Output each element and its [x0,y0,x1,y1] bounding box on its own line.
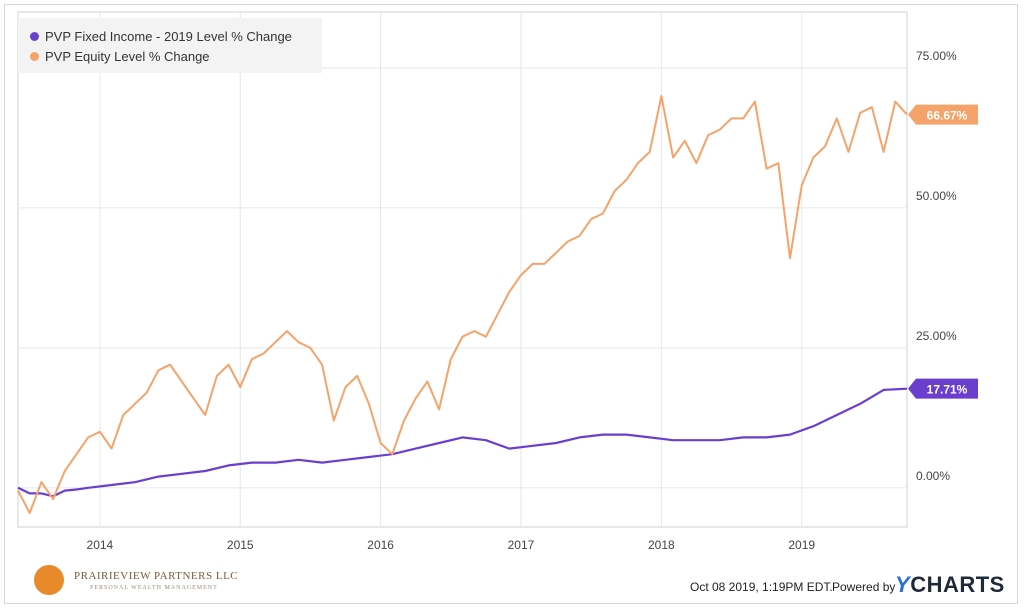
y-tick-label: 75.00% [916,49,957,63]
legend-label-fixed-income: PVP Fixed Income - 2019 Level % Change [45,28,292,44]
x-tick-label: 2014 [87,538,114,552]
equity-end-label: 66.67% [927,109,968,123]
x-tick-label: 2016 [367,538,394,552]
logo-subtext: PERSONAL WEALTH MANAGEMENT [90,585,218,591]
legend-label-equity: PVP Equity Level % Change [45,48,210,64]
timestamp: Oct 08 2019, 1:19PM EDT. [690,580,833,594]
ycharts-brand-y: Y [895,572,911,597]
fixed-income-end-badge [908,378,978,399]
x-tick-label: 2015 [227,538,254,552]
legend-dot-equity [30,51,39,61]
logo-text: PRAIRIEVIEW PARTNERS LLC [74,570,239,582]
y-tick-label: 50.00% [916,189,957,203]
y-tick-label: 0.00% [916,469,950,483]
equity-end-badge [908,104,978,125]
ycharts-brand[interactable]: YCHARTS [895,572,1005,598]
chart-frame [4,4,1018,604]
x-tick-label: 2019 [788,538,815,552]
fixed-income-end-label: 17.71% [927,383,968,397]
legend-dot-fixed-income [30,31,39,41]
legend-item-fixed-income[interactable]: PVP Fixed Income - 2019 Level % Change [30,26,292,46]
powered-by-text: Powered by [832,580,896,594]
y-tick-label: 25.00% [916,329,957,343]
legend-item-equity[interactable]: PVP Equity Level % Change [30,46,210,66]
ycharts-brand-rest: CHARTS [910,572,1005,597]
x-tick-label: 2018 [648,538,675,552]
fixed-income-line [17,387,908,498]
equity-line [17,95,908,514]
x-tick-label: 2017 [508,538,535,552]
prairieview-logo: PRAIRIEVIEW PARTNERS LLC PERSONAL WEALTH… [34,563,238,599]
chart-legend: PVP Fixed Income - 2019 Level % Change P… [18,18,322,73]
logo-mark-icon [34,565,64,595]
plot-area [17,11,908,528]
